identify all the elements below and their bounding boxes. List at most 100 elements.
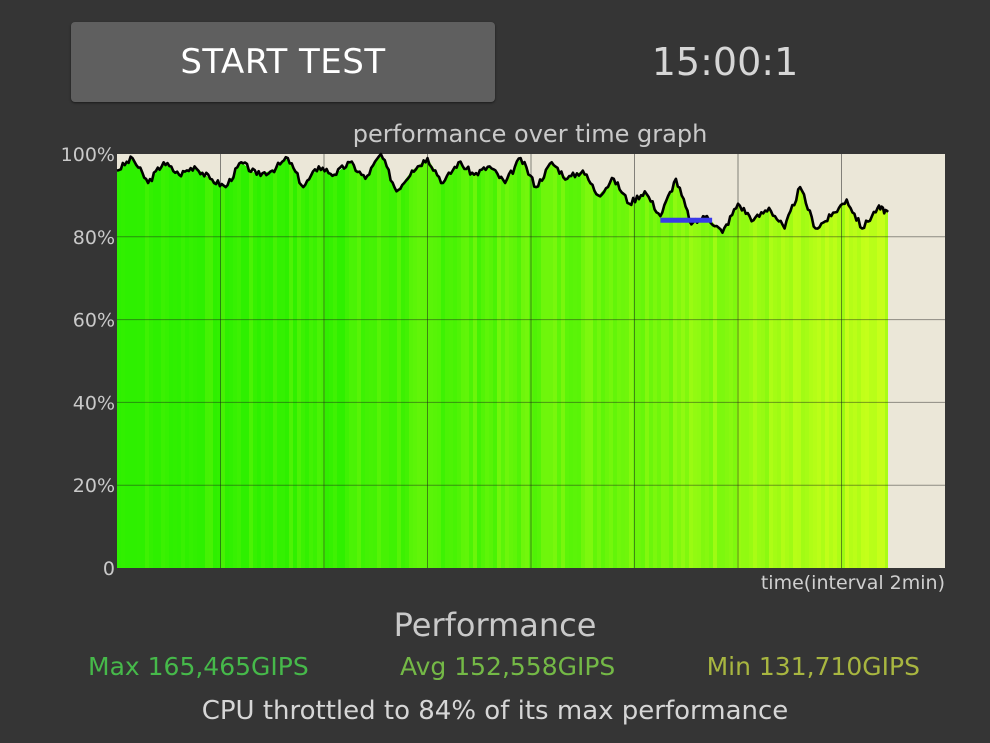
fill-stripe bbox=[149, 154, 154, 568]
fill-stripe bbox=[389, 154, 394, 568]
fill-stripe bbox=[717, 154, 722, 568]
fill-stripe bbox=[193, 154, 198, 568]
fill-stripe bbox=[589, 154, 594, 568]
fill-stripe bbox=[597, 154, 602, 568]
fill-stripe bbox=[477, 154, 482, 568]
fill-stripe bbox=[881, 154, 886, 568]
fill-stripe bbox=[397, 154, 402, 568]
fill-stripe bbox=[689, 154, 694, 568]
fill-stripe bbox=[517, 154, 522, 568]
fill-stripe bbox=[173, 154, 178, 568]
fill-stripe bbox=[413, 154, 418, 568]
fill-stripe bbox=[705, 154, 710, 568]
fill-stripe bbox=[293, 154, 298, 568]
fill-stripe bbox=[161, 154, 166, 568]
fill-stripe bbox=[329, 154, 334, 568]
fill-stripe bbox=[457, 154, 462, 568]
fill-stripe bbox=[801, 154, 806, 568]
fill-stripe bbox=[177, 154, 182, 568]
fill-stripe bbox=[745, 154, 750, 568]
y-tick-label: 100% bbox=[61, 144, 115, 166]
fill-stripe bbox=[821, 154, 826, 568]
fill-stripe bbox=[545, 154, 550, 568]
fill-stripe bbox=[541, 154, 546, 568]
fill-stripe bbox=[565, 154, 570, 568]
fill-stripe bbox=[269, 154, 274, 568]
fill-stripe bbox=[713, 154, 718, 568]
fill-stripe bbox=[461, 154, 466, 568]
fill-stripe bbox=[417, 154, 422, 568]
fill-stripe bbox=[621, 154, 626, 568]
fill-stripe bbox=[813, 154, 818, 568]
fill-stripe bbox=[873, 154, 878, 568]
fill-stripe bbox=[221, 154, 226, 568]
fill-stripe bbox=[709, 154, 714, 568]
fill-stripe bbox=[301, 154, 306, 568]
fill-stripe bbox=[157, 154, 162, 568]
y-tick-label: 0 bbox=[103, 558, 115, 580]
fill-stripe bbox=[781, 154, 786, 568]
fill-stripe bbox=[153, 154, 158, 568]
fill-stripe bbox=[365, 154, 370, 568]
fill-stripe bbox=[117, 154, 122, 568]
fill-stripe bbox=[869, 154, 874, 568]
fill-stripe bbox=[625, 154, 630, 568]
fill-stripe bbox=[489, 154, 494, 568]
fill-stripe bbox=[257, 154, 262, 568]
fill-stripe bbox=[377, 154, 382, 568]
fill-stripe bbox=[309, 154, 314, 568]
fill-stripe bbox=[141, 154, 146, 568]
fill-stripe bbox=[357, 154, 362, 568]
performance-stats: Max 165,465GIPS Avg 152,558GIPS Min 131,… bbox=[0, 652, 990, 681]
fill-stripe bbox=[233, 154, 238, 568]
fill-stripe bbox=[201, 154, 206, 568]
fill-stripe bbox=[493, 154, 498, 568]
fill-stripe bbox=[829, 154, 834, 568]
timer-display: 15:00:1 bbox=[651, 40, 799, 84]
fill-stripe bbox=[393, 154, 398, 568]
fill-stripe bbox=[465, 154, 470, 568]
fill-stripe bbox=[757, 154, 762, 568]
fill-stripe bbox=[837, 154, 842, 568]
fill-stripe bbox=[733, 154, 738, 568]
fill-stripe bbox=[185, 154, 190, 568]
fill-stripe bbox=[553, 154, 558, 568]
fill-stripe bbox=[429, 154, 434, 568]
fill-stripe bbox=[865, 154, 870, 568]
fill-stripe bbox=[509, 154, 514, 568]
fill-stripe bbox=[665, 154, 670, 568]
start-test-button[interactable]: START TEST bbox=[71, 22, 495, 102]
fill-stripe bbox=[497, 154, 502, 568]
fill-stripe bbox=[561, 154, 566, 568]
fill-stripe bbox=[369, 154, 374, 568]
fill-stripe bbox=[381, 154, 386, 568]
fill-stripe bbox=[729, 154, 734, 568]
fill-stripe bbox=[861, 154, 866, 568]
fill-stripe bbox=[249, 154, 254, 568]
fill-stripe bbox=[677, 154, 682, 568]
fill-stripe bbox=[501, 154, 506, 568]
fill-stripe bbox=[853, 154, 858, 568]
fill-stripe bbox=[685, 154, 690, 568]
fill-stripe bbox=[769, 154, 774, 568]
y-tick-label: 60% bbox=[73, 310, 115, 332]
fill-stripe bbox=[681, 154, 686, 568]
fill-stripe bbox=[637, 154, 642, 568]
fill-stripe bbox=[789, 154, 794, 568]
fill-stripe bbox=[437, 154, 442, 568]
fill-stripe bbox=[121, 154, 126, 568]
fill-stripe bbox=[205, 154, 210, 568]
fill-stripe bbox=[753, 154, 758, 568]
graph-title: performance over time graph bbox=[352, 120, 708, 148]
fill-stripe bbox=[137, 154, 142, 568]
fill-stripe bbox=[317, 154, 322, 568]
fill-stripe bbox=[777, 154, 782, 568]
fill-stripe bbox=[845, 154, 850, 568]
fill-stripe bbox=[481, 154, 486, 568]
min-stat: Min 131,710GIPS bbox=[706, 652, 920, 681]
fill-stripe bbox=[189, 154, 194, 568]
fill-stripe bbox=[673, 154, 678, 568]
fill-stripe bbox=[337, 154, 342, 568]
fill-stripe bbox=[345, 154, 350, 568]
fill-stripe bbox=[549, 154, 554, 568]
